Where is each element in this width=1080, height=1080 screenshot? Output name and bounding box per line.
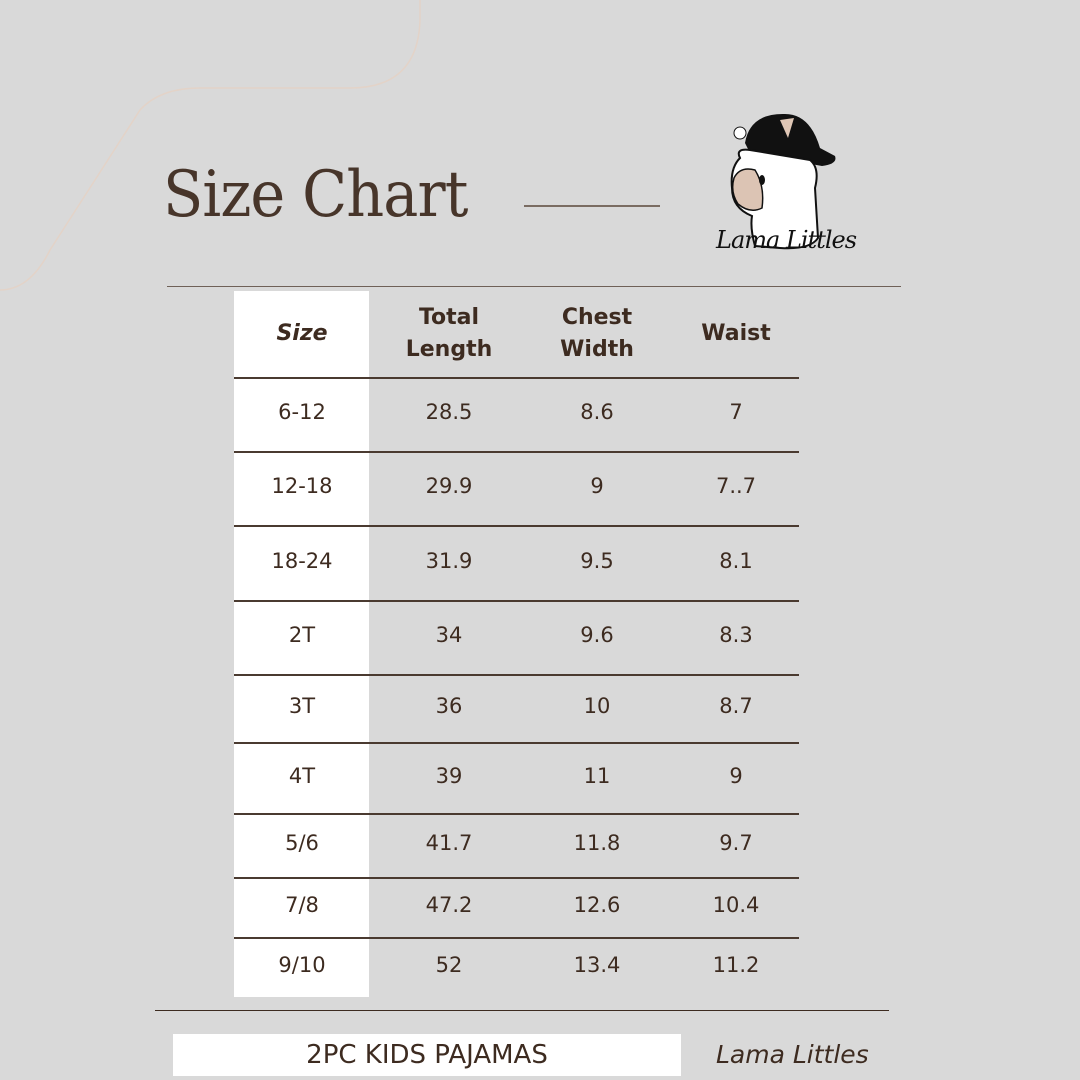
measurement-cell: 39: [435, 763, 463, 788]
measurement-cell: 8.7: [719, 694, 753, 718]
decorative-curve: [0, 0, 421, 291]
measurement-cell: 8.6: [580, 400, 614, 424]
page-title: Size Chart: [163, 158, 468, 232]
measurement-cell: 9: [729, 763, 743, 788]
size-column-background: [234, 291, 369, 997]
title-divider: [524, 205, 660, 207]
row-divider: [234, 451, 799, 453]
measurement-cell: 10: [583, 694, 611, 718]
top-divider: [167, 286, 901, 287]
measurement-cell: 9: [590, 474, 604, 498]
measurement-cell: 7..7: [715, 474, 757, 498]
measurement-cell: 9.6: [580, 623, 614, 647]
row-divider: [234, 937, 799, 939]
measurement-cell: 8.3: [719, 623, 753, 647]
row-divider: [234, 377, 799, 379]
measurement-cell: 10.4: [712, 893, 760, 917]
measurement-cell: 9.5: [580, 548, 614, 573]
logo-text: Lama Littles: [716, 226, 857, 254]
row-divider: [234, 877, 799, 879]
measurement-cell: 31.9: [425, 548, 473, 573]
measurement-cell: 34: [435, 623, 463, 647]
size-cell: 7/8: [285, 893, 319, 917]
measurement-cell: 12.6: [573, 893, 621, 917]
row-divider: [234, 600, 799, 602]
column-header: Chest Width: [560, 305, 634, 362]
size-cell: 2T: [288, 623, 316, 647]
column-header: Waist: [701, 321, 771, 346]
size-cell: 5/6: [285, 831, 319, 855]
size-cell: 4T: [288, 763, 316, 788]
measurement-cell: 28.5: [425, 400, 473, 424]
column-header: Size: [276, 321, 328, 346]
measurement-cell: 13.4: [573, 953, 621, 977]
measurement-cell: 11.2: [712, 953, 760, 977]
brand-name: Lama Littles: [716, 1040, 869, 1069]
row-divider: [234, 674, 799, 676]
row-divider: [234, 525, 799, 527]
brand-logo: Lama Littles: [710, 108, 860, 268]
measurement-cell: 36: [435, 694, 463, 718]
measurement-cell: 41.7: [425, 831, 473, 855]
product-label: 2PC KIDS PAJAMAS: [173, 1034, 681, 1076]
size-cell: 12-18: [271, 474, 333, 498]
measurement-cell: 9.7: [719, 831, 753, 855]
size-cell: 6-12: [278, 400, 326, 424]
llama-with-cap-logo-icon: [730, 113, 836, 250]
measurement-cell: 7: [729, 400, 743, 424]
measurement-cell: 11: [583, 763, 611, 788]
row-divider: [234, 742, 799, 744]
measurement-cell: 8.1: [719, 548, 753, 573]
measurement-cell: 11.8: [573, 831, 621, 855]
measurement-cell: 29.9: [425, 474, 473, 498]
size-cell: 9/10: [278, 953, 326, 977]
size-cell: 18-24: [271, 548, 333, 573]
measurement-cell: 52: [435, 953, 463, 977]
column-header: Total Length: [405, 305, 493, 362]
size-cell: 3T: [288, 694, 316, 718]
row-divider: [234, 813, 799, 815]
bottom-divider: [155, 1010, 889, 1011]
measurement-cell: 47.2: [425, 893, 473, 917]
